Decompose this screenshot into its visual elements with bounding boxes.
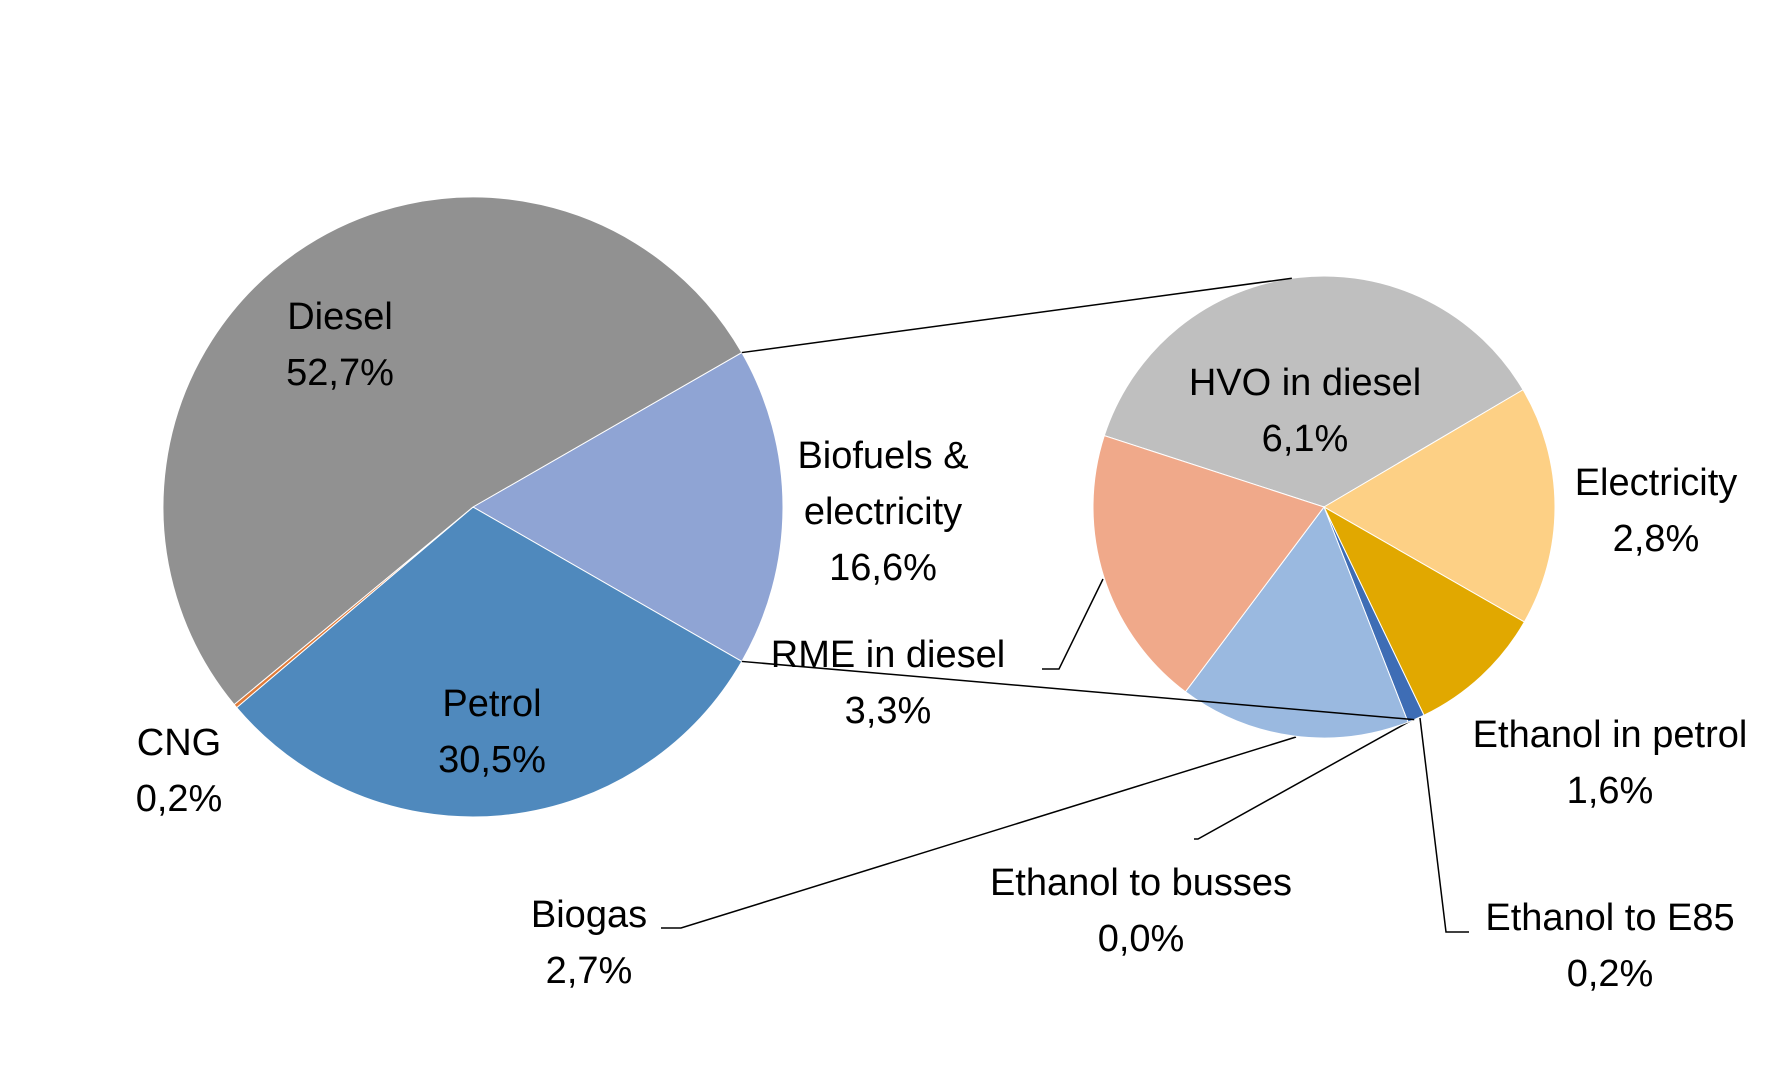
pie-slice [235, 506, 743, 818]
slice-label: Electricity 2,8% [1575, 455, 1738, 567]
value-label: 6,1% [1261, 418, 1349, 460]
pie-slice [1323, 389, 1556, 623]
slice-label: HVO in diesel 6,1% [1189, 355, 1421, 467]
category-label: Ethanol in petrol [1472, 714, 1748, 756]
leader-line [1419, 717, 1469, 933]
slice-label: Ethanol to E85 0,2% [1485, 890, 1734, 1002]
leader-line [661, 736, 1297, 929]
value-label: 2,7% [545, 950, 633, 992]
leader-line [1042, 578, 1104, 670]
leader-lines [661, 578, 1469, 933]
category-label: Diesel [287, 296, 393, 338]
value-label: 1,6% [1566, 770, 1654, 812]
slice-label: RME in diesel 3,3% [771, 627, 1005, 739]
value-label: 30,5% [438, 739, 546, 781]
connector-line [741, 660, 1415, 721]
value-label: 3,3% [844, 690, 932, 732]
slice-label: Ethanol in petrol 1,6% [1473, 707, 1748, 819]
category-label: Ethanol to busses [989, 862, 1293, 904]
slice-label: Petrol 30,5% [438, 676, 546, 788]
value-label: 0,0% [1097, 918, 1185, 960]
value-label: 0,2% [135, 778, 223, 820]
category-label: RME in diesel [770, 634, 1006, 676]
pie-slice [471, 351, 784, 663]
slice-label: CNG 0,2% [136, 715, 223, 827]
slice-label: Biofuels & electricity 16,6% [778, 428, 988, 596]
value-label: 52,7% [286, 352, 394, 394]
category-label: HVO in diesel [1188, 362, 1422, 404]
pie-slice [1184, 505, 1409, 739]
pie-slice [162, 196, 743, 706]
connector-line [741, 277, 1292, 354]
slice-label: Ethanol to busses 0,0% [990, 855, 1292, 967]
category-label: Petrol [442, 683, 542, 725]
slice-label: Diesel 52,7% [286, 289, 394, 401]
value-label: 0,2% [1566, 953, 1654, 995]
pie-slice [1103, 275, 1524, 508]
category-label: Biofuels & electricity [797, 435, 969, 533]
pie-slice [1092, 434, 1325, 693]
category-label: Electricity [1574, 462, 1738, 504]
slice-label: Biogas 2,7% [531, 887, 647, 999]
leader-line [1194, 719, 1413, 840]
pie-slice [1322, 505, 1526, 716]
category-label: CNG [136, 722, 222, 764]
value-label: 2,8% [1612, 518, 1700, 560]
value-label: 16,6% [829, 547, 937, 589]
category-label: Ethanol to E85 [1485, 897, 1735, 939]
category-label: Biogas [530, 894, 648, 936]
